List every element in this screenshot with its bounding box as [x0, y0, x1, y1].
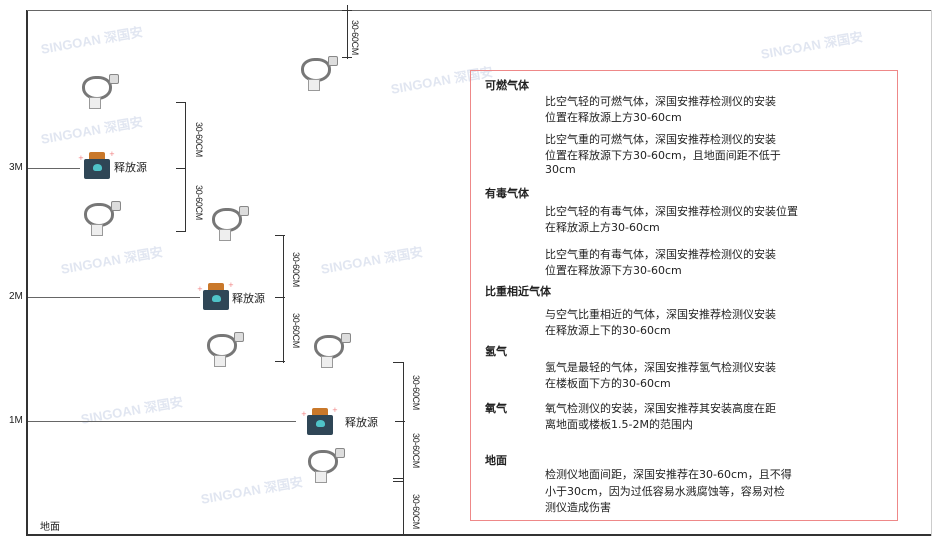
watermark: SINGOAN 深国安 [319, 244, 424, 277]
info-text: 位置在释放源下方30-60cm [545, 264, 682, 277]
dimension-line [347, 5, 348, 59]
gas-detector-icon [310, 333, 351, 368]
floor-line [27, 534, 932, 536]
info-text: 比空气重的可燃气体，深国安推荐检测仪的安装 [545, 133, 776, 146]
gas-detector-icon [78, 74, 119, 109]
level-line [28, 168, 80, 169]
dimension-label: 30-60CM [291, 313, 301, 348]
level-1m: 1M [9, 415, 23, 426]
info-text: 检测仪地面间距，深国安推荐在30-60cm，且不得 [545, 468, 792, 481]
ground-label: 地面 [40, 522, 60, 533]
level-3m: 3M [9, 162, 23, 173]
dimension-line [185, 102, 186, 232]
ceiling-line [27, 10, 932, 11]
info-text: 30cm [545, 163, 576, 176]
gas-detector-icon [304, 448, 345, 483]
info-text: 比空气轻的可燃气体，深国安推荐检测仪的安装 [545, 95, 776, 108]
level-line [28, 297, 200, 298]
gas-detector-icon [208, 206, 249, 241]
wall-line [26, 10, 28, 536]
release-source-icon: + + [301, 406, 338, 436]
source-label: 释放源 [232, 292, 265, 305]
dimension-label: 30-60CM [411, 375, 421, 410]
gas-detector-icon [297, 56, 338, 91]
watermark: SINGOAN 深国安 [39, 24, 144, 57]
watermark: SINGOAN 深国安 [59, 244, 164, 277]
info-text: 位置在释放源上方30-60cm [545, 111, 682, 124]
watermark: SINGOAN 深国安 [759, 29, 864, 62]
heading-ground: 地面 [485, 454, 507, 467]
heading-toxic: 有毒气体 [485, 187, 529, 200]
watermark: SINGOAN 深国安 [39, 114, 144, 147]
info-text: 氢气是最轻的气体，深国安推荐氢气检测仪安装 [545, 361, 776, 374]
dimension-label: 30-60CM [411, 433, 421, 468]
release-source-icon: + + [197, 281, 234, 311]
gas-detector-icon [203, 332, 244, 367]
info-text: 与空气比重相近的气体，深国安推荐检测仪安装 [545, 308, 776, 321]
level-2m: 2M [9, 291, 23, 302]
watermark: SINGOAN 深国安 [199, 474, 304, 507]
info-text: 比空气轻的有毒气体，深国安推荐检测仪的安装位置 [545, 205, 798, 218]
heading-similar: 比重相近气体 [485, 285, 551, 298]
dimension-label: 30-60CM [350, 20, 360, 55]
right-border [931, 10, 932, 536]
source-label: 释放源 [114, 161, 147, 174]
heading-oxygen: 氧气 [485, 402, 507, 415]
dimension-line [403, 362, 404, 536]
info-text: 在释放源上方30-60cm [545, 221, 660, 234]
dimension-line [283, 235, 284, 363]
dimension-label: 30-60CM [411, 494, 421, 529]
source-label: 释放源 [345, 416, 378, 429]
info-text: 小于30cm，因为过低容易水溅腐蚀等，容易对检 [545, 485, 785, 498]
dimension-label: 30-60CM [194, 185, 204, 220]
info-text: 氧气检测仪的安装，深国安推荐其安装高度在距 [545, 402, 776, 415]
gas-detector-icon [80, 201, 121, 236]
watermark: SINGOAN 深国安 [79, 394, 184, 427]
heading-flammable: 可燃气体 [485, 79, 529, 92]
info-text: 离地面或楼板1.5-2M的范围内 [545, 418, 693, 431]
dimension-label: 30-60CM [291, 252, 301, 287]
info-text: 在楼板面下方的30-60cm [545, 377, 671, 390]
info-panel [470, 70, 898, 521]
info-text: 在释放源上下的30-60cm [545, 324, 671, 337]
release-source-icon: + + [78, 150, 115, 180]
level-line [28, 421, 296, 422]
heading-hydrogen: 氢气 [485, 345, 507, 358]
info-text: 测仪造成伤害 [545, 501, 611, 514]
info-text: 位置在释放源下方30-60cm，且地面间距不低于 [545, 149, 781, 162]
dimension-label: 30-60CM [194, 122, 204, 157]
info-text: 比空气重的有毒气体，深国安推荐检测仪的安装 [545, 248, 776, 261]
